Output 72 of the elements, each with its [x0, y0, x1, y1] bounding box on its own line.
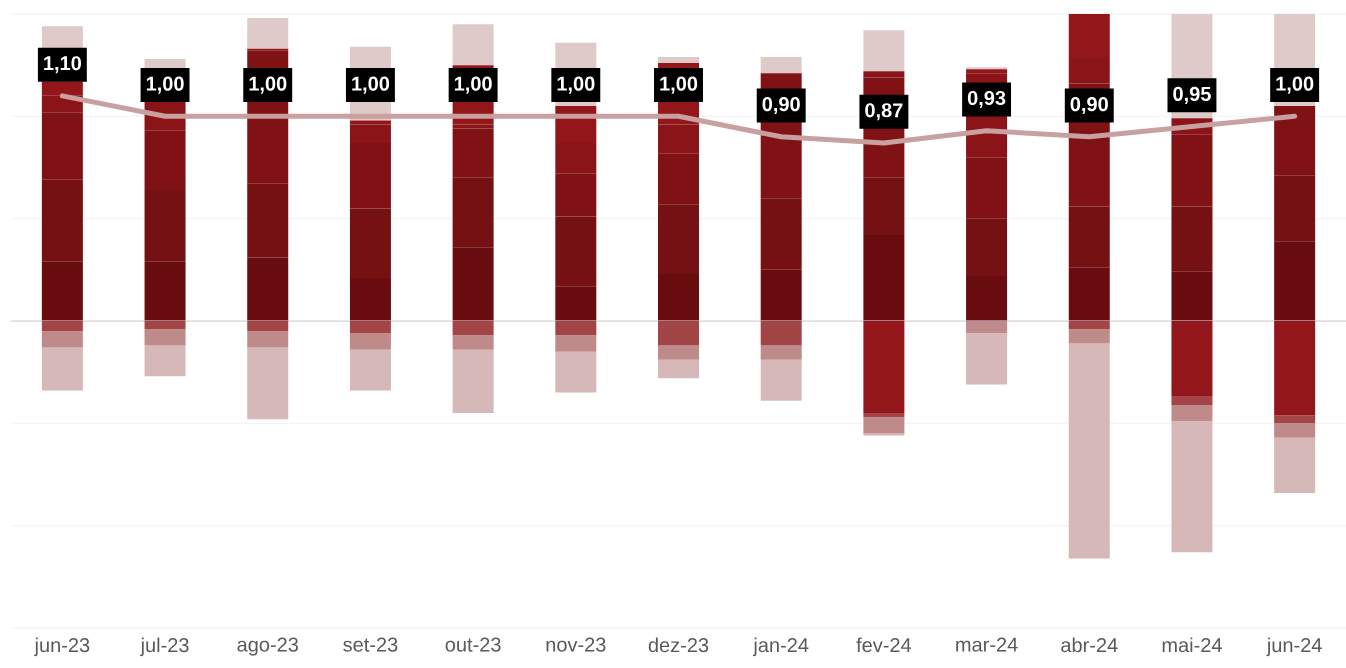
- x-tick-label: set-23: [343, 637, 398, 652]
- data-label: 0,90: [1070, 97, 1108, 115]
- data-label: 0,93: [967, 90, 1006, 108]
- bar: [247, 331, 289, 348]
- x-tick-label: jun-23: [34, 637, 90, 657]
- x-tick-label: abr-24: [1061, 637, 1118, 653]
- data-label: 0,87: [865, 103, 903, 121]
- bar: [247, 347, 289, 420]
- bar: [760, 56, 802, 74]
- bar: [658, 345, 700, 360]
- bar: [555, 335, 597, 352]
- bar: [1274, 415, 1316, 424]
- data-label: 1,00: [660, 76, 698, 94]
- bar: [555, 351, 597, 393]
- bar: [247, 18, 289, 49]
- bar: [452, 335, 494, 350]
- bar: [1068, 320, 1110, 330]
- bar: [1171, 404, 1213, 422]
- data-label: 1,00: [249, 76, 287, 94]
- x-tick-label: out-23: [445, 637, 501, 652]
- bar: [863, 417, 905, 434]
- bar: [760, 359, 802, 401]
- bar: [1171, 320, 1213, 397]
- bar: [863, 320, 905, 414]
- bar: [1171, 396, 1213, 405]
- bar: [966, 333, 1008, 385]
- bar: [966, 67, 1008, 70]
- bar: [41, 320, 83, 332]
- bar: [1274, 320, 1316, 416]
- data-label: 0,90: [762, 97, 800, 115]
- bar: [760, 320, 802, 346]
- bar: [41, 331, 83, 348]
- bar: [555, 320, 597, 336]
- bar: [144, 320, 186, 330]
- bar: [658, 359, 700, 379]
- bar: [1274, 423, 1316, 438]
- x-tick-label: ago-23: [237, 637, 298, 656]
- x-tick-label: jun-24: [1266, 637, 1322, 657]
- x-tick-label: nov-23: [546, 637, 606, 652]
- data-label: 1,10: [44, 56, 81, 74]
- bar: [863, 433, 905, 436]
- data-label: 1,00: [454, 76, 492, 94]
- bar: [863, 30, 905, 72]
- bar: [1068, 343, 1110, 559]
- bar: [863, 413, 905, 418]
- bar: [247, 320, 289, 332]
- data-label: 1,00: [146, 76, 184, 94]
- bar: [349, 349, 391, 391]
- x-tick-label: mai-24: [1162, 637, 1222, 653]
- bar: [349, 320, 391, 334]
- bar: [1274, 437, 1316, 493]
- bar: [1068, 329, 1110, 344]
- x-tick-label: mar-24: [956, 637, 1018, 652]
- data-label: 1,00: [1276, 76, 1314, 94]
- bar: [41, 347, 83, 391]
- bar: [966, 320, 1008, 334]
- bar: [144, 345, 186, 377]
- data-label: 0,95: [1173, 86, 1211, 104]
- bar: [452, 349, 494, 414]
- bar: [760, 345, 802, 360]
- x-tick-label: jan-24: [752, 637, 809, 657]
- x-tick-label: fev-24: [856, 637, 912, 653]
- data-label: 1,00: [557, 76, 595, 94]
- bar: [658, 56, 700, 64]
- data-label: 1,00: [352, 76, 390, 94]
- x-tick-label: dez-23: [648, 637, 709, 653]
- bar: [658, 320, 700, 346]
- bar: [1171, 421, 1213, 553]
- bar: [452, 320, 494, 336]
- bar: [349, 333, 391, 350]
- bar: [144, 329, 186, 346]
- x-tick-label: jul-23: [140, 637, 189, 657]
